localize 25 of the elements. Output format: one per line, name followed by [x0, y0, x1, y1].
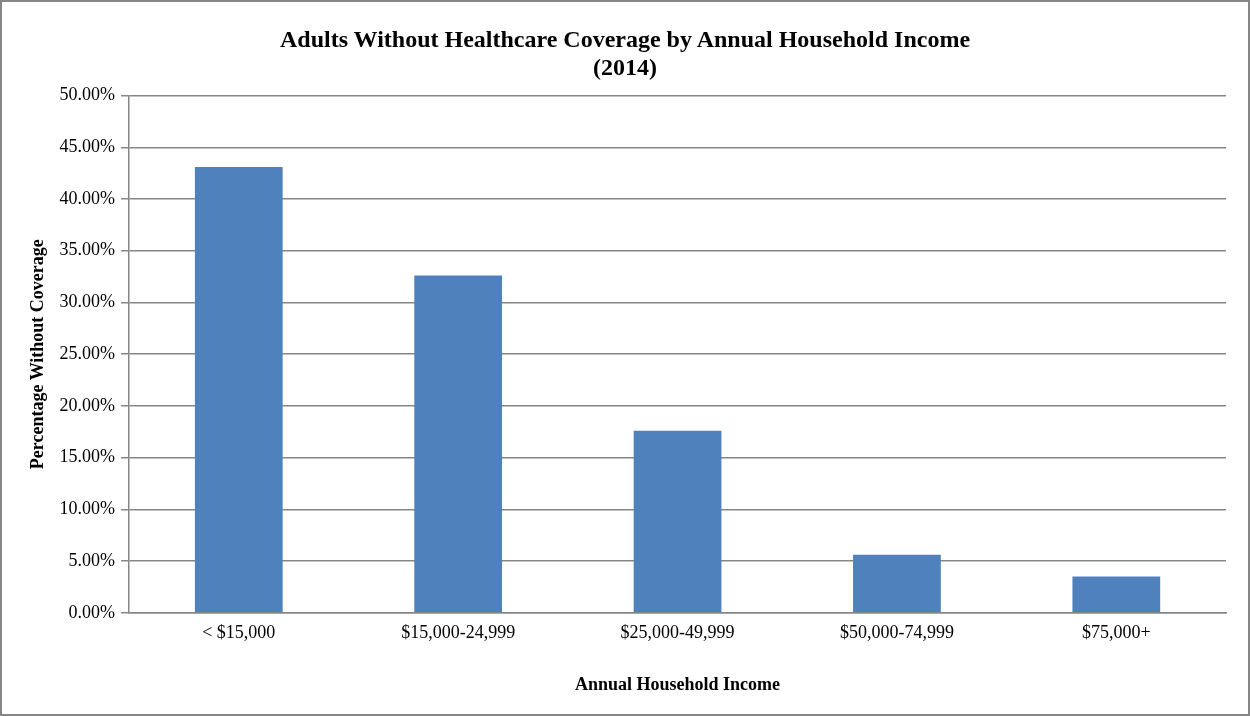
x-axis-title: Annual Household Income	[575, 673, 781, 694]
y-tick-label: 5.00%	[68, 549, 116, 570]
text: (2014)	[593, 54, 657, 81]
y-tick-label: 0.00%	[68, 601, 116, 622]
y-tick-label: 20.00%	[59, 394, 116, 415]
x-tick-label: $15,000-24,999	[401, 622, 516, 643]
bar	[414, 275, 503, 613]
bar	[1072, 576, 1161, 613]
bar	[853, 554, 941, 613]
x-tick-label: $75,000+	[1081, 622, 1151, 643]
y-tick-label: 50.00%	[59, 84, 116, 105]
y-tick-label: 10.00%	[59, 498, 116, 519]
text: Adults Without Healthcare Coverage by Annual Household Income	[279, 25, 971, 52]
x-tick-label: $25,000-49,999	[620, 622, 735, 643]
x-tick-label: $50,000-74,999	[839, 622, 954, 643]
bar	[633, 430, 722, 613]
y-axis-title: Percentage Without Coverage	[27, 239, 48, 470]
y-tick-label: 15.00%	[59, 446, 116, 467]
bar	[194, 166, 283, 613]
x-tick-label: < $15,000	[202, 622, 276, 643]
y-tick-label: 35.00%	[59, 239, 116, 260]
y-tick-label: 30.00%	[59, 291, 116, 312]
y-tick-label: 40.00%	[59, 187, 116, 208]
y-tick-label: 45.00%	[59, 136, 116, 157]
y-tick-label: 25.00%	[59, 342, 116, 363]
